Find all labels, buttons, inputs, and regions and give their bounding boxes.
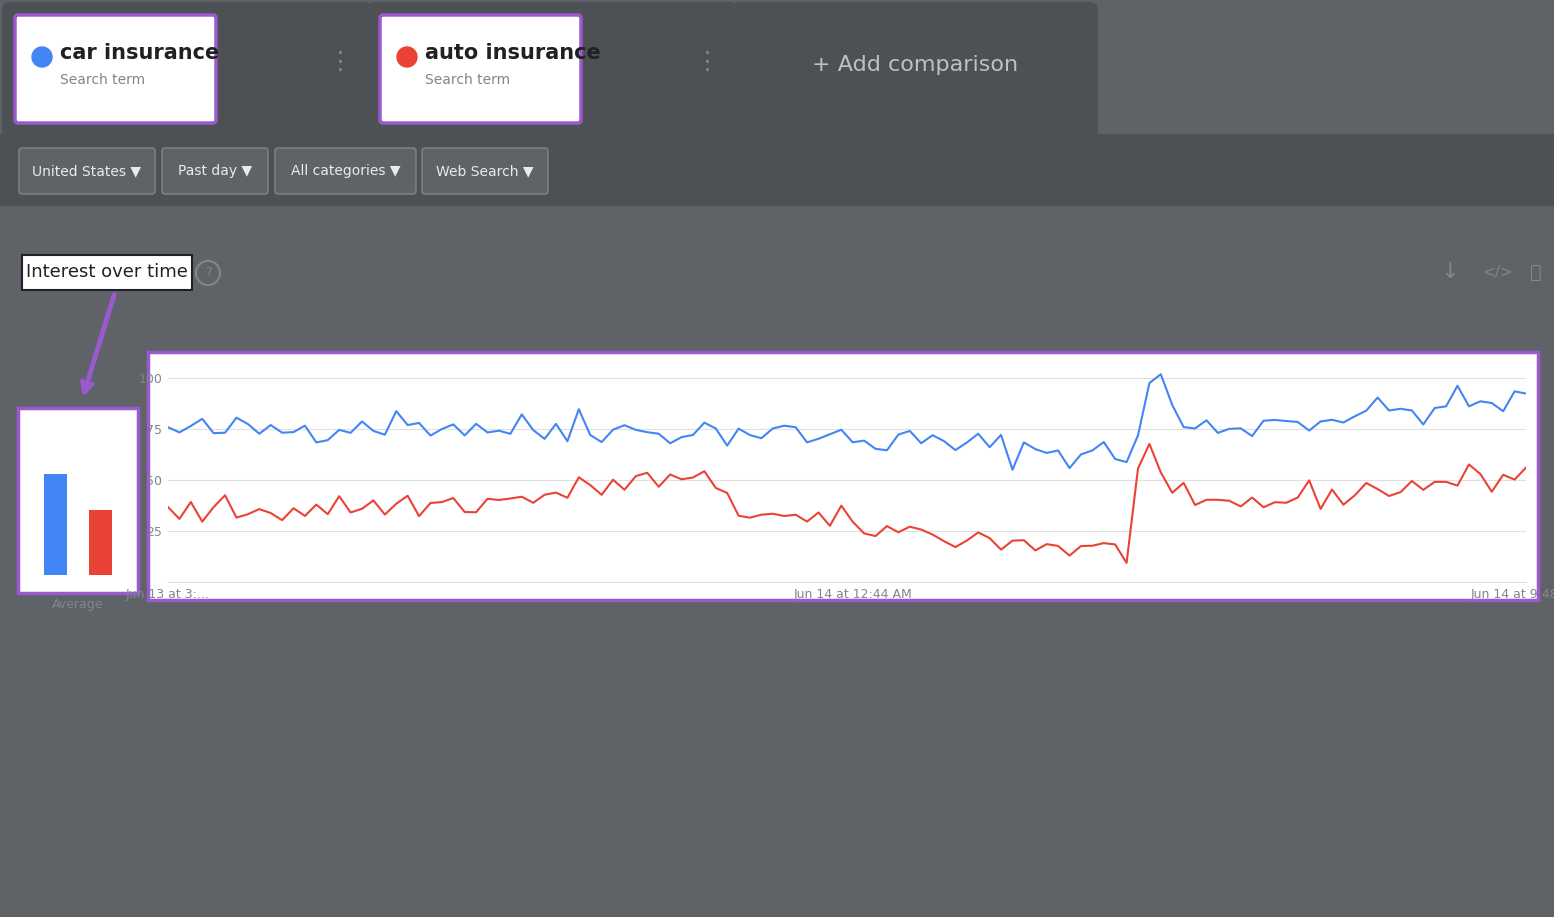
Text: </>: </> <box>1483 264 1512 280</box>
Bar <box>90 510 112 575</box>
Bar <box>19 408 138 593</box>
Text: All categories ▼: All categories ▼ <box>291 164 401 178</box>
Text: auto insurance: auto insurance <box>424 43 601 63</box>
Bar <box>44 474 67 575</box>
FancyBboxPatch shape <box>19 148 155 194</box>
Text: ⋮: ⋮ <box>695 50 720 74</box>
Text: car insurance: car insurance <box>61 43 219 63</box>
FancyBboxPatch shape <box>162 148 267 194</box>
FancyBboxPatch shape <box>275 148 416 194</box>
Bar <box>22 255 193 290</box>
FancyBboxPatch shape <box>423 148 549 194</box>
Circle shape <box>33 47 51 67</box>
FancyBboxPatch shape <box>381 15 581 123</box>
Text: ⎘: ⎘ <box>1531 262 1542 282</box>
Text: Search term: Search term <box>424 73 510 87</box>
Text: Web Search ▼: Web Search ▼ <box>437 164 533 178</box>
Text: Search term: Search term <box>61 73 145 87</box>
Bar <box>148 352 1538 600</box>
Circle shape <box>396 47 416 67</box>
Text: Average: Average <box>53 598 104 611</box>
Text: Interest over time: Interest over time <box>26 263 188 281</box>
FancyBboxPatch shape <box>2 2 373 138</box>
FancyBboxPatch shape <box>16 15 216 123</box>
Text: ⋮: ⋮ <box>328 50 353 74</box>
Text: United States ▼: United States ▼ <box>33 164 141 178</box>
Text: ?: ? <box>205 267 211 280</box>
FancyBboxPatch shape <box>732 2 1099 138</box>
Text: ↓: ↓ <box>1441 262 1459 282</box>
FancyBboxPatch shape <box>367 2 738 138</box>
Bar <box>0 209 1554 267</box>
Text: + Add comparison: + Add comparison <box>811 55 1018 75</box>
Bar <box>0 134 1554 206</box>
FancyArrowPatch shape <box>82 294 113 392</box>
Text: Past day ▼: Past day ▼ <box>179 164 252 178</box>
